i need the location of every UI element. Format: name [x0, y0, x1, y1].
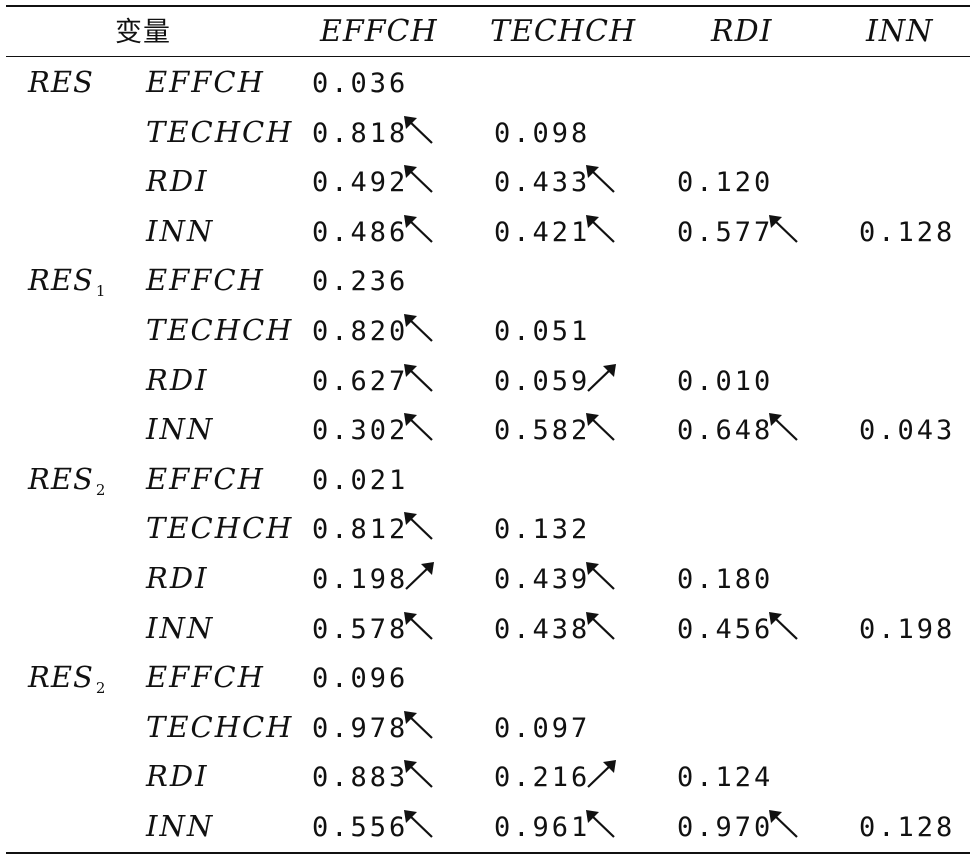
- value-cell: 0.128: [859, 216, 956, 248]
- value-cell: 0.302: [312, 415, 409, 447]
- arrow-up-left-icon: [404, 165, 433, 193]
- row-variable: RDI: [146, 759, 209, 794]
- arrow-up-left-icon: [404, 710, 433, 739]
- group-label: RES: [28, 68, 94, 97]
- value-cell: 0.128: [859, 812, 956, 843]
- arrow-up-left-icon: [769, 413, 798, 441]
- row-variable: RDI: [146, 561, 209, 595]
- arrow-up-left-icon: [586, 810, 615, 838]
- value-cell: 0.180: [677, 564, 774, 595]
- value-cell: 0.883: [312, 762, 409, 794]
- arrow-up-left-icon: [404, 810, 433, 838]
- group-name: RES: [28, 263, 94, 298]
- value-cell: 0.627: [312, 365, 409, 397]
- row-variable: INN: [146, 213, 215, 248]
- table-header-rule: [6, 56, 970, 57]
- value-cell: 0.970: [677, 812, 774, 843]
- value-cell: 0.818: [312, 117, 409, 149]
- arrow-up-left-icon: [769, 214, 798, 243]
- table-bottom-rule: [6, 852, 970, 854]
- group-subscript: 2: [95, 480, 107, 499]
- row-variable: TECHCH: [146, 114, 294, 149]
- arrow-up-left-icon: [404, 512, 433, 541]
- value-cell: 0.812: [312, 514, 409, 546]
- value-cell: 0.021: [312, 464, 409, 496]
- arrow-up-left-icon: [586, 562, 615, 590]
- row-variable: EFFCH: [146, 65, 265, 99]
- arrow-up-left-icon: [586, 214, 615, 243]
- value-cell: 0.051: [494, 316, 591, 347]
- row-variable: RDI: [146, 164, 209, 199]
- value-cell: 0.124: [677, 762, 774, 794]
- value-cell: 0.043: [859, 415, 956, 447]
- value-cell: 0.577: [677, 216, 774, 248]
- header-variable: 变量: [115, 17, 171, 48]
- value-cell: 0.132: [494, 514, 591, 546]
- arrow-up-right-icon: [587, 760, 616, 789]
- value-cell: 0.120: [677, 167, 774, 199]
- arrow-up-left-icon: [586, 165, 615, 193]
- group-subscript: 1: [95, 282, 107, 301]
- value-cell: 0.961: [494, 812, 591, 843]
- arrow-up-left-icon: [404, 115, 433, 144]
- value-cell: 0.097: [494, 712, 591, 744]
- header-rdi: RDI: [711, 14, 773, 49]
- arrow-up-left-icon: [586, 413, 615, 441]
- value-cell: 0.492: [312, 167, 409, 199]
- header-inn: INN: [866, 14, 934, 49]
- value-cell: 0.036: [312, 68, 409, 99]
- value-cell: 0.010: [677, 365, 774, 397]
- row-variable: EFFCH: [146, 461, 265, 496]
- value-cell: 0.421: [494, 216, 591, 248]
- value-cell: 0.198: [859, 613, 956, 645]
- row-variable: EFFCH: [146, 263, 265, 298]
- value-cell: 0.556: [312, 812, 409, 843]
- value-cell: 0.582: [494, 415, 591, 447]
- value-cell: 0.236: [312, 266, 409, 298]
- arrow-up-left-icon: [404, 611, 433, 640]
- arrow-up-left-icon: [404, 760, 433, 789]
- value-cell: 0.096: [312, 663, 409, 695]
- arrow-up-right-icon: [587, 363, 616, 392]
- row-variable: TECHCH: [146, 511, 294, 546]
- group-label: RES 2: [28, 461, 107, 499]
- value-cell: 0.059: [494, 365, 591, 397]
- row-variable: INN: [146, 412, 215, 447]
- value-cell: 0.486: [312, 216, 409, 248]
- value-cell: 0.098: [494, 117, 591, 149]
- header-effch: EFFCH: [320, 14, 438, 49]
- group-label: RES 2: [28, 663, 106, 696]
- arrow-up-left-icon: [769, 810, 798, 838]
- arrow-up-left-icon: [586, 611, 615, 640]
- row-variable: TECHCH: [146, 709, 294, 744]
- group-name: RES: [28, 461, 94, 496]
- row-variable: INN: [146, 809, 215, 843]
- arrow-up-left-icon: [404, 214, 433, 243]
- row-variable: EFFCH: [146, 660, 265, 695]
- value-cell: 0.456: [677, 613, 774, 645]
- value-cell: 0.198: [312, 564, 409, 595]
- arrow-up-left-icon: [404, 413, 433, 441]
- value-cell: 0.433: [494, 167, 591, 199]
- table-top-rule: [6, 5, 970, 7]
- value-cell: 0.439: [494, 564, 591, 595]
- group-subscript: 2: [95, 679, 107, 698]
- header-techch: TECHCH: [490, 14, 637, 49]
- value-cell: 0.820: [312, 316, 409, 347]
- value-cell: 0.978: [312, 712, 409, 744]
- group-name: RES: [28, 660, 94, 695]
- row-variable: TECHCH: [146, 313, 294, 347]
- row-variable: INN: [146, 610, 215, 645]
- arrow-up-left-icon: [404, 314, 433, 342]
- value-cell: 0.648: [677, 415, 774, 447]
- group-label: RES 1: [28, 266, 106, 299]
- value-cell: 0.578: [312, 613, 409, 645]
- arrow-up-right-icon: [405, 562, 434, 590]
- arrow-up-left-icon: [404, 363, 433, 392]
- value-cell: 0.216: [494, 762, 591, 794]
- arrow-up-left-icon: [769, 611, 798, 640]
- value-cell: 0.438: [494, 613, 591, 645]
- row-variable: RDI: [146, 362, 209, 397]
- group-name: RES: [28, 65, 94, 99]
